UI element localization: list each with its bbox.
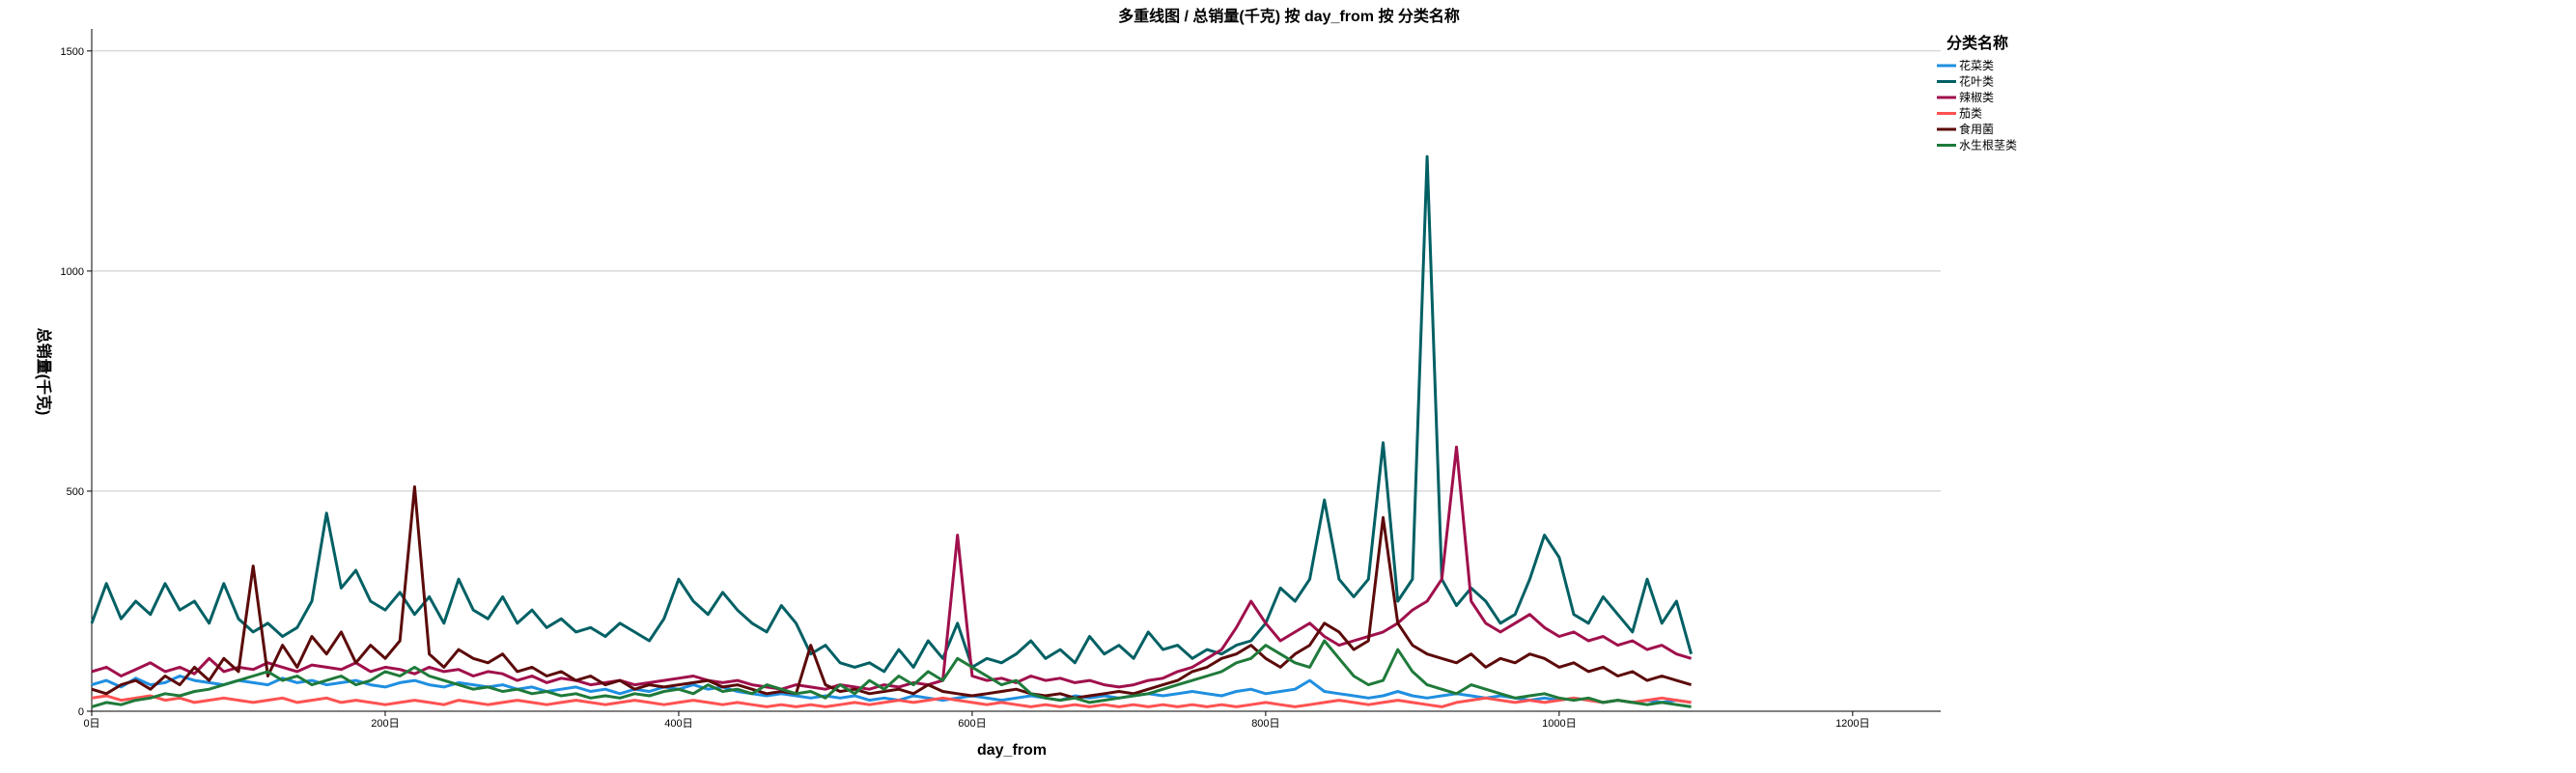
x-tick-label: 1200日 (1835, 718, 1869, 730)
gridlines (92, 50, 1941, 492)
series-line (91, 639, 1692, 708)
axes (87, 29, 1941, 716)
series-line (90, 154, 1694, 674)
y-tick-label: 0 (78, 706, 84, 718)
tick-labels: 0 500 1000 1500 0日 200日 400日 600日 800日 1000日 1200日 (61, 46, 1870, 730)
legend-label: 花菜类 (1959, 58, 1994, 72)
x-tick-label: 400日 (664, 718, 692, 730)
x-tick-label: 800日 (1251, 718, 1279, 730)
legend-label: 花叶类 (1959, 74, 1994, 89)
legend-label: 辣椒类 (1959, 91, 1994, 104)
y-tick-label: 1500 (61, 46, 84, 58)
x-tick-label: 0日 (83, 718, 99, 730)
x-tick-label: 600日 (958, 718, 986, 730)
legend-label: 茄类 (1959, 107, 1982, 121)
y-tick-label: 500 (67, 486, 84, 498)
x-tick-label: 200日 (371, 718, 399, 730)
series-line (91, 694, 1692, 708)
legend-label: 食用菌 (1959, 122, 1994, 136)
y-axis-title: 总销量(千克) (35, 328, 53, 416)
series-line (91, 484, 1693, 700)
chart-title: 多重线图 / 总销量(千克) 按 day_from 按 分类名称 (1118, 7, 1460, 25)
series-lines (90, 154, 1694, 708)
legend-label: 水生根茎类 (1959, 139, 2017, 152)
series-line (91, 675, 1692, 704)
y-tick-label: 1000 (61, 266, 84, 278)
x-axis-title: day_from (977, 742, 1047, 759)
x-tick-label: 1000日 (1542, 718, 1576, 730)
legend-title: 分类名称 (1946, 34, 2008, 52)
series-line (91, 445, 1693, 691)
